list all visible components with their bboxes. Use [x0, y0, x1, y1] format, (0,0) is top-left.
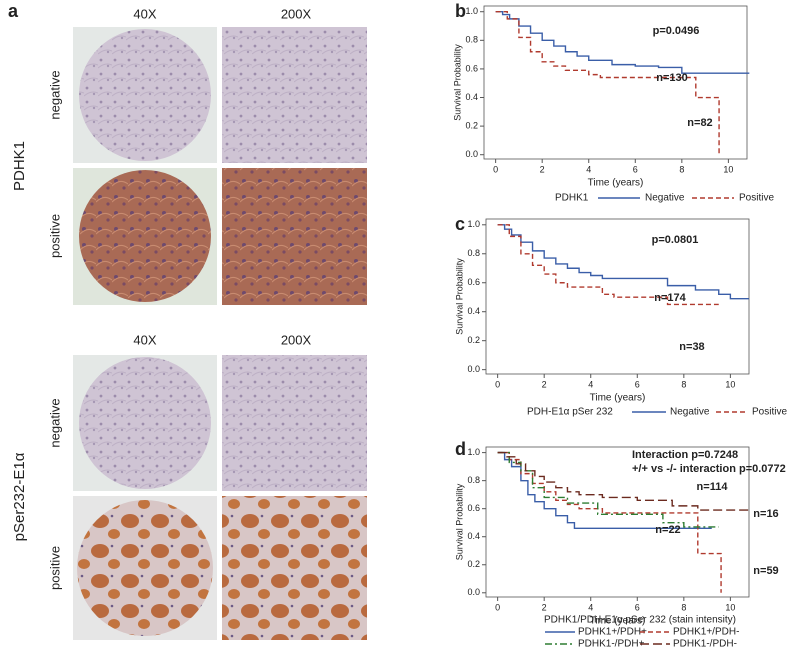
x-tick-label: 0 — [493, 164, 498, 174]
legend-label: PDHK1-/PDH+ — [578, 639, 645, 650]
y-tick-label: 0.2 — [467, 335, 480, 345]
y-tick-label: 0.6 — [465, 63, 478, 73]
legend-label: PDHK1-/PDH- — [673, 639, 737, 650]
panel-label: a — [8, 1, 19, 21]
row-label: positive — [47, 214, 62, 258]
y-axis-label: Survival Probability — [452, 44, 462, 121]
panel-label: c — [455, 214, 465, 234]
x-axis-label: Time (years) — [590, 616, 646, 627]
panel-label: d — [455, 439, 466, 459]
y-tick-label: 0.6 — [467, 503, 480, 513]
y-tick-label: 0.4 — [467, 306, 480, 316]
group-label: PDHK1 — [11, 141, 28, 191]
y-tick-label: 0.8 — [467, 475, 480, 485]
row-label: negative — [47, 70, 62, 119]
survival-curve — [497, 451, 712, 530]
x-tick-label: 2 — [540, 164, 545, 174]
survival-curve — [497, 224, 749, 300]
x-tick-label: 6 — [635, 602, 640, 612]
y-tick-label: 0.2 — [465, 120, 478, 130]
x-tick-label: 0 — [495, 602, 500, 612]
legend-label: Negative — [670, 407, 710, 418]
legend-label: PDHK1+/PDH- — [673, 627, 739, 638]
row-label: negative — [47, 398, 62, 447]
y-tick-label: 1.0 — [467, 447, 480, 457]
annotation: n=114 — [697, 481, 729, 493]
y-tick-label: 0.4 — [465, 92, 478, 102]
y-tick-label: 0.4 — [467, 531, 480, 541]
y-tick-label: 0.0 — [467, 587, 480, 597]
y-tick-label: 0.0 — [465, 149, 478, 159]
y-tick-label: 0.8 — [465, 35, 478, 45]
y-tick-label: 0.8 — [467, 248, 480, 258]
legend-label: PDHK1+/PDH+ — [578, 627, 647, 638]
survival-curve — [495, 11, 750, 74]
annotation: Interaction p=0.7248 — [632, 449, 738, 461]
y-tick-label: 1.0 — [467, 219, 480, 229]
group-label: pSer232-E1α — [11, 452, 28, 541]
x-tick-label: 6 — [633, 164, 638, 174]
x-tick-label: 8 — [679, 164, 684, 174]
legend-title: PDH-E1α pSer 232 — [527, 407, 613, 418]
column-header: 40X — [133, 332, 156, 347]
survival-curve — [497, 451, 749, 511]
annotation: n=59 — [753, 565, 778, 577]
y-axis-label: Survival Probability — [454, 483, 464, 560]
annotation: p=0.0801 — [652, 234, 699, 246]
annotation: +/+ vs -/- interaction p=0.0772 — [632, 463, 786, 475]
x-tick-label: 8 — [681, 379, 686, 389]
y-tick-label: 0.6 — [467, 277, 480, 287]
plot-frame — [485, 218, 750, 375]
plot-frame — [483, 5, 748, 160]
y-tick-label: 0.2 — [467, 559, 480, 569]
y-tick-label: 0.0 — [467, 364, 480, 374]
x-axis-label: Time (years) — [588, 178, 644, 189]
survival-curve — [497, 224, 719, 306]
annotation: n=38 — [679, 341, 704, 353]
x-tick-label: 4 — [588, 379, 593, 389]
annotation: n=174 — [654, 292, 686, 304]
legend-title: PDHK1 — [555, 193, 589, 204]
annotation: p=0.0496 — [653, 25, 700, 37]
y-axis-label: Survival Probability — [454, 258, 464, 335]
x-axis-label: Time (years) — [590, 393, 646, 404]
x-tick-label: 4 — [586, 164, 591, 174]
x-tick-label: 0 — [495, 379, 500, 389]
legend-title: PDHK1/PDH-E1α pSer 232 (stain intensity) — [544, 615, 736, 626]
x-tick-label: 4 — [588, 602, 593, 612]
legend-label: Negative — [645, 193, 685, 204]
x-tick-label: 10 — [725, 602, 735, 612]
annotation: n=130 — [656, 72, 688, 84]
x-tick-label: 2 — [542, 379, 547, 389]
plot-frame — [485, 446, 750, 598]
micrographs — [73, 27, 367, 640]
annotation: n=82 — [687, 117, 712, 129]
x-tick-label: 6 — [635, 379, 640, 389]
column-header: 200X — [281, 332, 312, 347]
survival-curve — [497, 451, 719, 528]
row-label: positive — [47, 546, 62, 590]
legend-label: Positive — [752, 407, 787, 418]
column-header: 200X — [281, 6, 312, 21]
x-tick-label: 2 — [542, 602, 547, 612]
survival-curve — [495, 11, 720, 155]
legend-label: Positive — [739, 193, 774, 204]
annotation: n=16 — [753, 508, 778, 520]
annotation: n=22 — [655, 524, 680, 536]
x-tick-label: 10 — [723, 164, 733, 174]
y-tick-label: 1.0 — [465, 6, 478, 16]
x-tick-label: 8 — [681, 602, 686, 612]
column-header: 40X — [133, 6, 156, 21]
panel-label: b — [455, 1, 466, 21]
x-tick-label: 10 — [725, 379, 735, 389]
